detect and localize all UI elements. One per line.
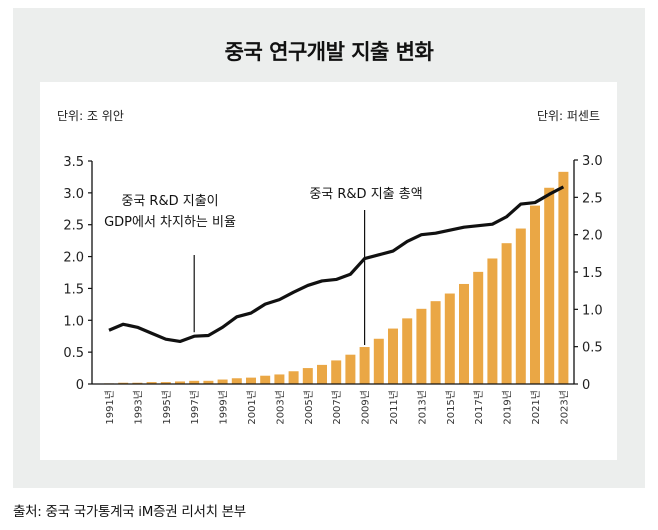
bar (160, 382, 171, 384)
left-tick-label: 2.5 (63, 219, 84, 234)
x-tick-label: 2005년 (303, 390, 315, 425)
bar (359, 347, 370, 384)
bar (203, 380, 214, 384)
chart-svg: 0 0.5 1.0 1.5 2.0 2.5 3.0 3.5 0 0.5 1.0 1.5 2.0 2.5 3… (63, 154, 603, 425)
x-axis-ticks: 1991년 1993년 1995년 1997년 1999년 2001년 2003년 2005년… (104, 390, 570, 425)
annotation-label-total: 중국 R&D 지출 총액 (309, 187, 422, 202)
right-tick-label: 0 (582, 378, 590, 393)
x-tick-label: 1999년 (218, 390, 230, 425)
left-tick-label: 0.5 (63, 346, 84, 361)
chart-title: 중국 연구개발 지출 변화 (224, 40, 434, 64)
bar (175, 381, 185, 384)
bar (231, 378, 242, 384)
bar (459, 283, 469, 384)
right-axis-ticks: 0 0.5 1.0 1.5 2.0 2.5 3.0 (574, 154, 603, 393)
bar (487, 258, 498, 384)
annotation-label-ratio: GDP에서 차지하는 비율 (104, 215, 236, 230)
chart-panel: 단위: 조 위안 단위: 퍼센트 0 0.5 1.0 1.5 2.0 2.5 3.0 3.5 … (40, 82, 617, 460)
bar (388, 328, 398, 384)
x-tick-label: 1995년 (161, 390, 173, 425)
chart-frame: 중국 연구개발 지출 변화 단위: 조 위안 단위: 퍼센트 0 0.5 1.0 1.… (13, 8, 645, 488)
x-tick-label: 2015년 (445, 390, 457, 425)
bar (331, 360, 342, 384)
bar (530, 205, 540, 384)
left-tick-label: 1.5 (63, 282, 84, 297)
bar (317, 364, 327, 384)
annotations: 중국 R&D 지출이 GDP에서 차지하는 비율 중국 R&D 지출 총액 (104, 187, 423, 346)
bar (558, 171, 569, 384)
right-tick-label: 3.0 (582, 154, 603, 169)
x-tick-label: 2013년 (416, 390, 428, 425)
x-tick-label: 1997년 (189, 390, 201, 425)
right-tick-label: 1.5 (582, 266, 603, 281)
bar (246, 377, 256, 384)
right-axis-unit: 단위: 퍼센트 (536, 109, 600, 123)
x-tick-label: 2009년 (360, 390, 372, 425)
left-tick-label: 3.0 (63, 187, 84, 202)
x-tick-label: 1993년 (132, 390, 144, 425)
bar (501, 243, 512, 384)
bar (444, 293, 455, 384)
bar (515, 228, 526, 384)
left-tick-label: 0 (76, 378, 84, 393)
x-tick-label: 1991년 (104, 390, 116, 425)
bar (217, 379, 228, 384)
x-tick-label: 2023년 (558, 390, 570, 425)
bar (288, 371, 299, 384)
bar (402, 318, 413, 384)
bar (544, 187, 555, 384)
bar (146, 382, 157, 384)
left-tick-label: 3.5 (63, 155, 84, 170)
bar (473, 271, 484, 384)
ratio-line (108, 185, 565, 344)
x-tick-label: 2007년 (331, 390, 343, 425)
bar-series-rd-total (104, 171, 569, 384)
left-tick-label: 1.0 (63, 314, 84, 329)
left-tick-label: 2.0 (63, 251, 84, 266)
bar (416, 308, 427, 384)
x-tick-label: 2003년 (274, 390, 286, 425)
bar (189, 380, 200, 384)
x-tick-label: 2011년 (388, 390, 400, 425)
bar (373, 338, 384, 384)
x-tick-label: 2001년 (246, 390, 258, 425)
right-tick-label: 2.0 (582, 229, 603, 244)
x-tick-label: 2017년 (473, 390, 485, 425)
annotation-label-ratio: 중국 R&D 지출이 (121, 194, 218, 209)
bar (302, 368, 313, 384)
bar (430, 301, 441, 384)
x-tick-label: 2021년 (530, 390, 542, 425)
source-note: 출처: 중국 국가통계국 iM증권 리서치 본부 (13, 504, 246, 520)
bar (345, 354, 356, 384)
line-series-rd-gdp-ratio (108, 185, 565, 344)
right-tick-label: 0.5 (582, 341, 603, 356)
right-tick-label: 2.5 (582, 191, 603, 206)
x-tick-label: 2019년 (502, 390, 514, 425)
left-axis-ticks: 0 0.5 1.0 1.5 2.0 2.5 3.0 3.5 (63, 155, 92, 393)
left-axis-unit: 단위: 조 위안 (57, 109, 124, 123)
bar (260, 375, 271, 384)
right-tick-label: 1.0 (582, 303, 603, 318)
bar (274, 374, 285, 384)
